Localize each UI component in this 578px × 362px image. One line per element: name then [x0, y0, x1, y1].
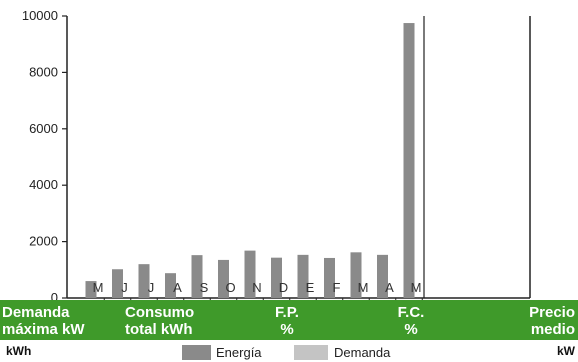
category-label: J	[148, 280, 155, 295]
y-tick-label: 10000	[22, 8, 58, 23]
y-tick-label: 8000	[29, 64, 58, 79]
metric-band	[0, 300, 578, 340]
bar-energia	[218, 259, 229, 298]
category-label: J	[121, 280, 128, 295]
band-consumo-line1: Consumo	[125, 304, 194, 321]
band-fp-line1: F.P.	[275, 304, 299, 321]
bar-energia	[377, 254, 388, 298]
bar-energia	[112, 269, 123, 298]
y-tick-label: 4000	[29, 177, 58, 192]
category-label: N	[252, 280, 261, 295]
band-demanda-line1: Demanda	[2, 304, 70, 321]
category-label: M	[411, 280, 422, 295]
bar-energia	[165, 273, 176, 298]
category-label: M	[358, 280, 369, 295]
bar-energia	[191, 255, 203, 298]
category-label: M	[93, 280, 104, 295]
category-label: S	[200, 280, 209, 295]
band-fc-line2: %	[404, 321, 417, 338]
unit-right: kW	[557, 344, 576, 358]
category-label: A	[173, 280, 182, 295]
category-label: F	[333, 280, 341, 295]
bar-energia	[324, 257, 335, 298]
band-consumo-line2: total kWh	[125, 321, 193, 338]
band-fc-line1: F.C.	[398, 304, 425, 321]
band-precio-line1: Precio	[529, 304, 575, 321]
y-tick-label: 6000	[29, 121, 58, 136]
legend-swatch-demanda	[294, 345, 328, 360]
category-label: O	[225, 280, 235, 295]
bar-energia	[138, 264, 150, 298]
legend-label-demanda: Demanda	[334, 345, 391, 360]
category-label: D	[279, 280, 288, 295]
category-label: E	[306, 280, 315, 295]
band-precio-line2: medio	[531, 321, 575, 338]
bar-energia	[244, 250, 256, 298]
y-tick-label: 2000	[29, 234, 58, 249]
y-tick-label: 0	[51, 290, 58, 305]
category-label: A	[385, 280, 394, 295]
band-fp-line2: %	[280, 321, 293, 338]
unit-left: kWh	[6, 344, 31, 358]
bar-energia	[271, 257, 282, 298]
legend-label-energia: Energía	[216, 345, 262, 360]
band-demanda-line2: máxima kW	[2, 321, 85, 338]
legend-swatch-energia	[182, 345, 211, 360]
y-ticks: 0 2000 4000 6000 8000 10000	[22, 8, 67, 305]
bars	[85, 23, 423, 302]
bar-energia	[350, 252, 362, 298]
bar-energia	[403, 23, 415, 299]
bar-energia	[297, 254, 309, 298]
bar-energia	[85, 281, 97, 298]
